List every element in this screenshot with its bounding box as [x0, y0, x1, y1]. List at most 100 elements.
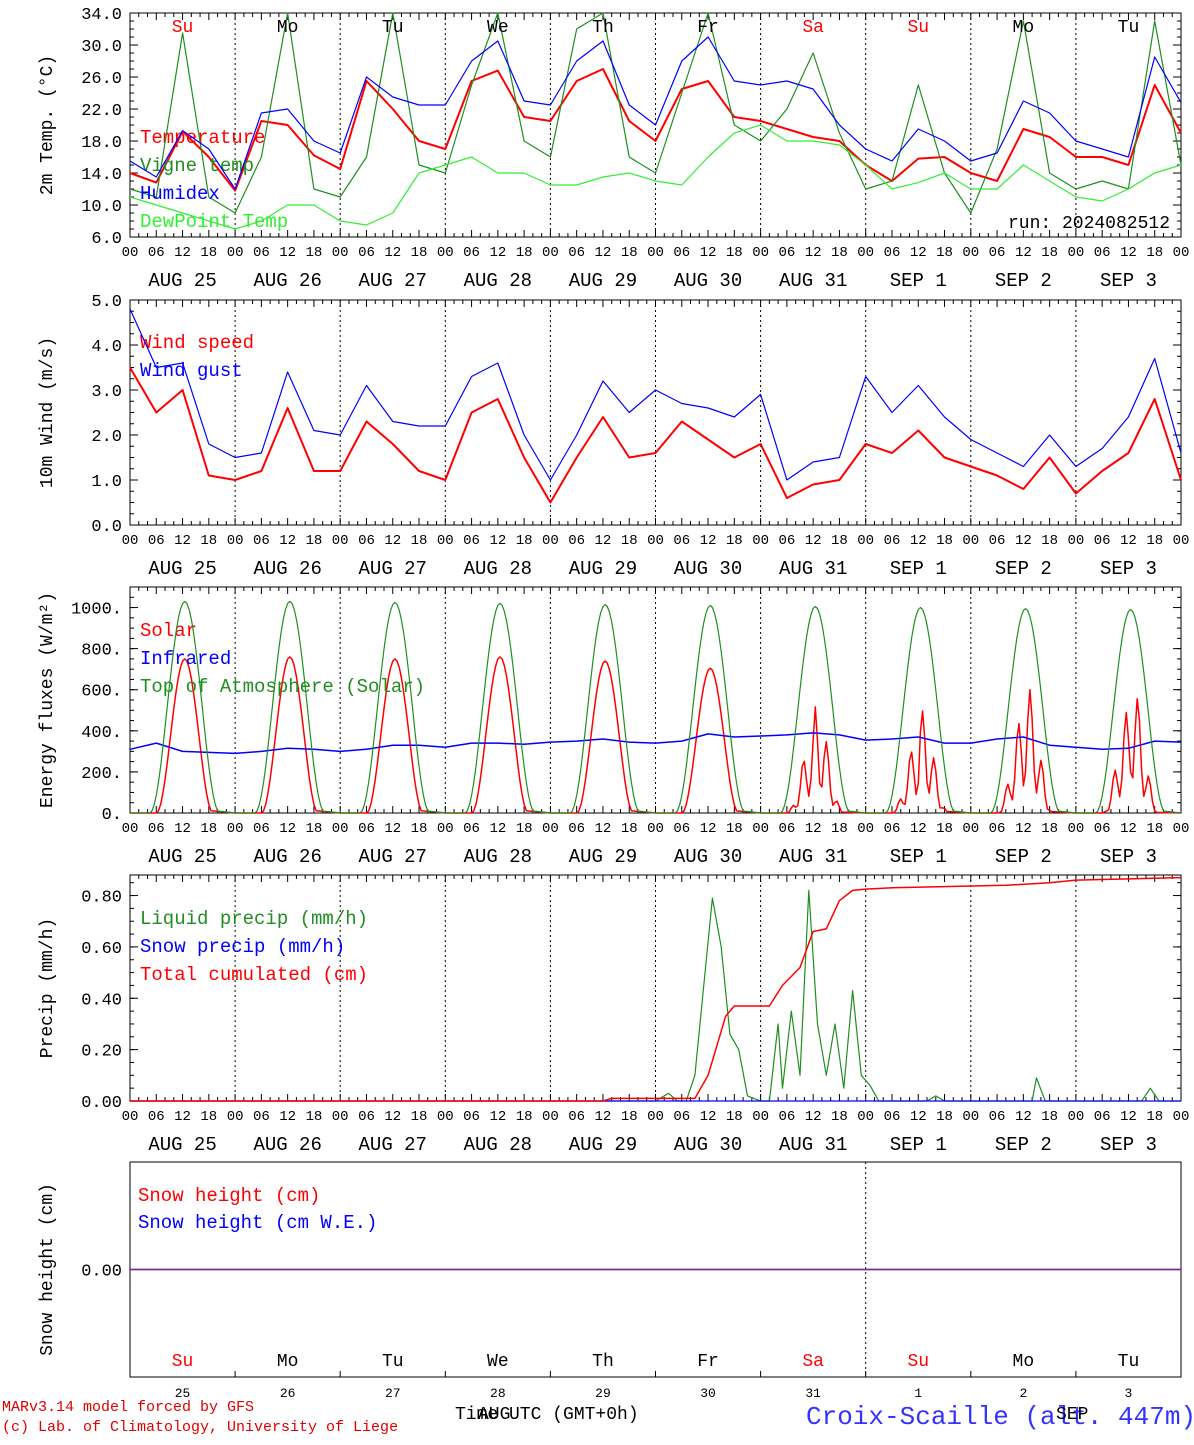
hour-tick-label: 12 [384, 533, 401, 549]
hour-tick-label: 12 [700, 533, 717, 549]
date-label: SEP 1 [890, 270, 947, 292]
hour-tick-label: 00 [1173, 533, 1190, 549]
legend-entry: Vigne temp [140, 155, 254, 177]
hour-tick-label: 06 [568, 1109, 585, 1125]
date-label: SEP 2 [995, 846, 1052, 868]
hour-tick-label: 12 [489, 821, 506, 837]
hour-tick-label: 06 [463, 821, 480, 837]
hour-tick-label: 18 [306, 245, 323, 261]
legend-entry: Humidex [140, 183, 220, 205]
date-label: SEP 3 [1100, 270, 1157, 292]
hour-tick-label: 00 [437, 245, 454, 261]
y-tick-label: 1.0 [91, 473, 122, 492]
hour-tick-label: 06 [778, 1109, 795, 1125]
hour-tick-label: 06 [673, 533, 690, 549]
hour-tick-label: 00 [962, 245, 979, 261]
hour-tick-label: 00 [857, 821, 874, 837]
hour-tick-label: 12 [279, 1109, 296, 1125]
hour-tick-label: 00 [962, 533, 979, 549]
y-tick-label: 1000. [71, 601, 122, 620]
date-label: AUG 28 [464, 558, 532, 580]
hour-tick-label: 12 [910, 1109, 927, 1125]
hour-tick-label: 18 [726, 533, 743, 549]
hour-tick-label: 06 [253, 245, 270, 261]
hour-tick-label: 00 [1173, 821, 1190, 837]
hour-tick-label: 18 [831, 1109, 848, 1125]
date-label: AUG 25 [148, 846, 216, 868]
hour-tick-label: 06 [1094, 821, 1111, 837]
hour-tick-label: 00 [752, 245, 769, 261]
hour-tick-label: 18 [1041, 821, 1058, 837]
y-axis-label: Snow height (cm) [38, 1183, 58, 1356]
hour-tick-label: 00 [227, 1109, 244, 1125]
date-label: AUG 26 [253, 846, 321, 868]
legend-entry: Snow height (cm W.E.) [138, 1212, 377, 1234]
date-label: SEP 1 [890, 1134, 947, 1156]
hour-tick-label: 12 [279, 821, 296, 837]
y-axis-label: Precip (mm/h) [38, 918, 58, 1058]
date-label: AUG 28 [464, 270, 532, 292]
hour-tick-label: 12 [805, 1109, 822, 1125]
y-axis-label: 10m Wind (m/s) [38, 337, 58, 488]
series-line-liquid-precip-mm-h [130, 889, 1181, 1102]
hour-tick-label: 18 [516, 1109, 533, 1125]
hour-tick-label: 06 [989, 1109, 1006, 1125]
hour-tick-label: 06 [568, 245, 585, 261]
date-label: SEP 1 [890, 846, 947, 868]
hour-tick-label: 06 [989, 533, 1006, 549]
hour-tick-label: 06 [463, 1109, 480, 1125]
bottom-day-name: We [487, 1352, 509, 1372]
hour-tick-label: 12 [174, 533, 191, 549]
hour-tick-label: 06 [148, 821, 165, 837]
hour-tick-label: 12 [910, 533, 927, 549]
bottom-day-name: Tu [382, 1352, 404, 1372]
hour-tick-label: 18 [1146, 1109, 1163, 1125]
hour-tick-label: 06 [1094, 1109, 1111, 1125]
hour-tick-label: 00 [332, 533, 349, 549]
hour-tick-label: 12 [174, 821, 191, 837]
date-label: AUG 27 [359, 270, 427, 292]
hour-tick-label: 12 [805, 245, 822, 261]
model-credit: MARv3.14 model forced by GFS [2, 1399, 255, 1416]
hour-tick-label: 00 [542, 821, 559, 837]
hour-tick-label: 00 [122, 821, 139, 837]
hour-tick-label: 18 [936, 1109, 953, 1125]
hour-tick-label: 00 [752, 821, 769, 837]
bottom-day-number: 25 [175, 1386, 191, 1401]
hour-tick-label: 12 [595, 821, 612, 837]
hour-tick-label: 12 [1015, 1109, 1032, 1125]
date-label: AUG 30 [674, 846, 742, 868]
date-label: AUG 29 [569, 558, 637, 580]
hour-tick-label: 18 [1041, 533, 1058, 549]
bottom-day-name: Mo [277, 1352, 299, 1372]
y-tick-label: 0.00 [81, 1263, 122, 1282]
hour-tick-label: 18 [621, 533, 638, 549]
y-tick-label: 200. [81, 765, 122, 784]
series-line-wind-speed [129, 366, 1182, 504]
y-tick-label: 0. [102, 806, 122, 825]
hour-tick-label: 18 [831, 245, 848, 261]
hour-tick-label: 12 [700, 245, 717, 261]
series-line-top-of-atmosphere-solar [130, 600, 1182, 814]
hour-tick-label: 12 [489, 245, 506, 261]
hour-tick-label: 12 [595, 1109, 612, 1125]
date-label: AUG 28 [464, 846, 532, 868]
bottom-day-number: 1 [914, 1386, 922, 1401]
hour-tick-label: 00 [437, 821, 454, 837]
hour-tick-label: 12 [1015, 533, 1032, 549]
hour-tick-label: 18 [726, 1109, 743, 1125]
y-tick-label: 0.60 [81, 940, 122, 959]
hour-tick-label: 00 [542, 533, 559, 549]
hour-tick-label: 06 [568, 821, 585, 837]
day-name: Mo [1013, 18, 1035, 38]
hour-tick-label: 12 [910, 821, 927, 837]
hour-tick-label: 06 [673, 245, 690, 261]
month-overlay-sep: SEP [1056, 1405, 1089, 1425]
y-tick-label: 0.20 [81, 1043, 122, 1062]
date-label: AUG 27 [359, 558, 427, 580]
bottom-day-number: 3 [1125, 1386, 1133, 1401]
hour-tick-label: 12 [595, 245, 612, 261]
hour-tick-label: 06 [253, 1109, 270, 1125]
hour-tick-label: 06 [778, 245, 795, 261]
